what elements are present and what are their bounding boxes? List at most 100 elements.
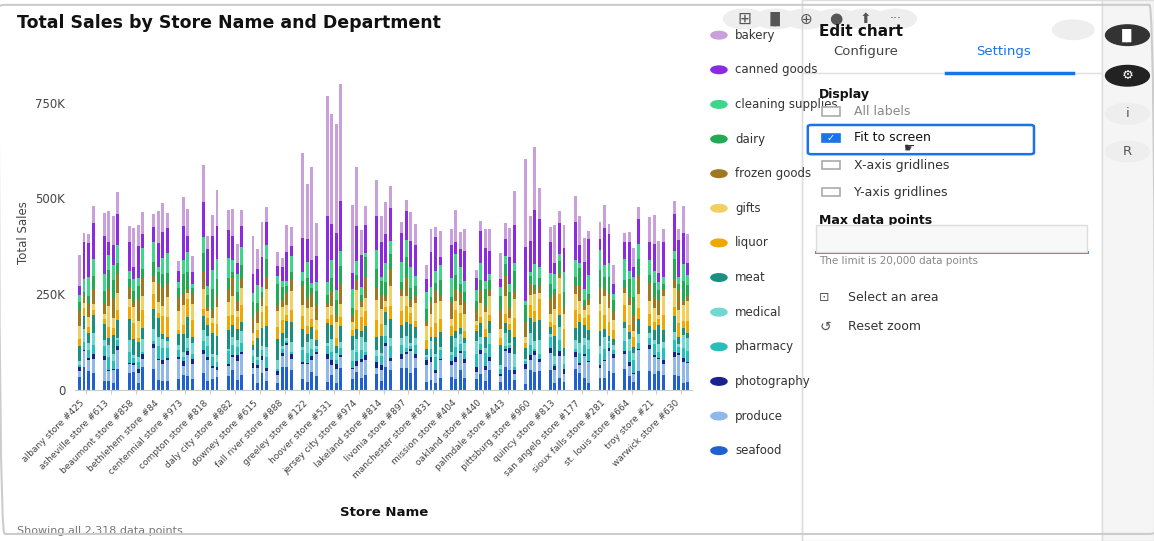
Bar [103,292,106,302]
Bar [455,357,457,362]
Bar [554,274,556,289]
Bar [107,370,111,371]
Bar [306,364,308,382]
Bar [509,283,511,293]
Bar [117,214,119,245]
Bar [78,286,81,295]
Bar [578,343,582,353]
Bar [677,291,681,309]
Bar [280,300,284,307]
Bar [162,334,164,339]
Bar [604,361,606,378]
Bar [587,305,590,315]
Bar [474,270,478,278]
Bar [315,346,317,349]
Bar [190,364,194,379]
Bar [290,256,293,272]
Bar [405,336,407,348]
Bar [549,334,552,337]
Bar [529,306,532,318]
Bar [256,303,258,312]
Bar [186,293,189,299]
Bar [554,309,556,325]
Bar [265,277,268,288]
Bar [355,339,358,352]
Bar [360,337,362,350]
Bar [231,337,234,345]
Bar [162,348,164,360]
Bar [132,279,135,291]
Bar [325,307,329,319]
Bar [128,363,130,364]
Bar [107,210,111,242]
Bar [280,287,284,300]
Bar [355,361,358,366]
Bar [400,296,403,311]
Bar [190,337,194,344]
Bar [574,352,577,357]
Bar [380,216,383,242]
Bar [380,336,383,353]
Bar [310,293,313,307]
Bar [181,294,185,305]
Bar [330,352,334,360]
Bar [107,371,111,381]
Bar [301,238,304,272]
Bar [439,296,442,301]
Bar [136,246,140,279]
Bar [677,377,681,390]
Bar [439,347,442,350]
Bar [604,378,606,390]
Text: Select an area: Select an area [848,291,939,304]
Bar [91,310,95,315]
Bar [474,372,478,379]
Bar [455,289,457,301]
Bar [256,365,258,368]
Bar [178,298,180,312]
Bar [623,368,627,390]
Bar [632,382,636,390]
Text: ☛: ☛ [904,141,915,154]
Text: canned goods: canned goods [735,63,817,76]
Bar [335,315,338,321]
Bar [429,380,433,390]
Bar [202,289,205,309]
Bar [425,357,428,360]
Bar [604,205,606,228]
Bar [211,308,213,318]
Bar [687,285,689,296]
Bar [677,309,681,323]
Bar [339,316,343,326]
Bar [107,306,111,327]
Bar [524,159,527,247]
Bar [339,348,343,354]
Bar [459,292,462,305]
Bar [107,255,111,270]
Bar [380,370,383,381]
Bar [400,345,403,354]
Bar [103,340,106,346]
Bar [459,249,462,267]
Bar [414,304,417,321]
Bar [178,261,180,271]
Bar [128,373,130,390]
Bar [112,361,114,369]
Bar [87,351,90,359]
Bar [128,299,130,307]
Bar [687,296,689,301]
Bar [389,186,392,208]
Bar [628,375,631,390]
Bar [632,360,636,373]
Bar [301,347,304,350]
Text: 5000: 5000 [830,232,863,245]
Bar [574,328,577,340]
Bar [484,229,487,248]
Bar [637,259,639,275]
Bar [276,284,279,305]
Bar [439,332,442,347]
Bar [484,337,487,348]
Bar [290,352,293,354]
Bar [231,260,234,272]
Bar [479,350,482,354]
Bar [157,272,160,282]
